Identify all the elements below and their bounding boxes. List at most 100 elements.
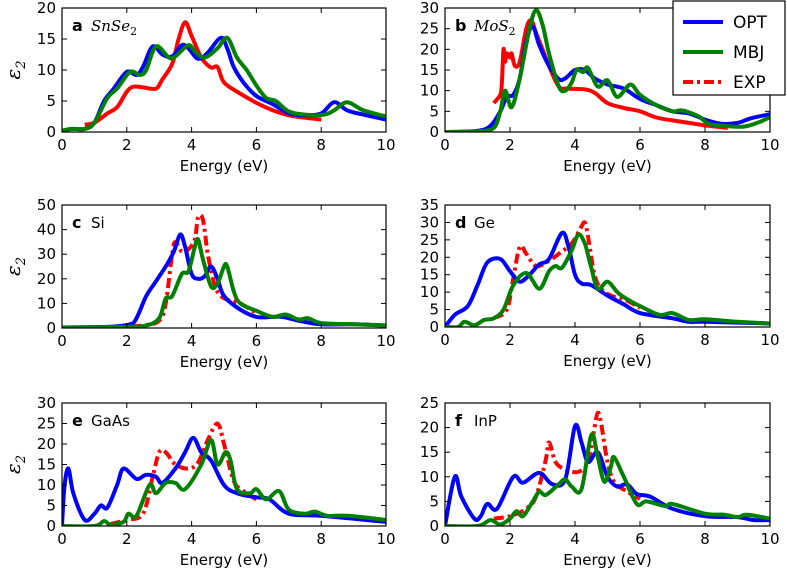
legend-label-opt: OPT xyxy=(733,13,768,33)
y-tick-label: 10 xyxy=(37,476,56,494)
y-tick-label: 30 xyxy=(420,213,439,231)
legend: OPT MBJ EXP xyxy=(672,0,786,96)
y-tick-label: 25 xyxy=(37,415,56,433)
x-tick-label: 10 xyxy=(376,136,395,154)
panel-material-label: Ge xyxy=(474,214,495,232)
x-tick-label: 10 xyxy=(760,136,779,154)
x-tick-label: 6 xyxy=(635,331,645,349)
x-tick-label: 4 xyxy=(187,530,197,548)
x-tick-label: 8 xyxy=(316,530,326,548)
y-axis-label-subscript: 2 xyxy=(14,60,29,69)
y-axis-label: ε2 xyxy=(1,60,29,79)
x-tick-label: 2 xyxy=(505,530,515,548)
x-tick-label: 0 xyxy=(57,136,67,154)
x-tick-label: 8 xyxy=(316,136,326,154)
x-tick-label: 0 xyxy=(440,530,450,548)
series-exp-line xyxy=(110,421,258,526)
y-tick-label: 15 xyxy=(420,61,439,79)
x-tick-label: 0 xyxy=(57,332,67,350)
series-opt-line xyxy=(62,435,386,526)
y-tick-label: 0 xyxy=(46,517,56,535)
x-tick-label: 2 xyxy=(122,136,132,154)
series-exp-line xyxy=(492,220,641,321)
x-tick-label: 8 xyxy=(316,332,326,350)
x-tick-label: 6 xyxy=(252,136,262,154)
series-group xyxy=(62,421,386,526)
series-group xyxy=(62,20,386,132)
y-tick-label: 5 xyxy=(429,102,439,120)
y-tick-label: 40 xyxy=(37,221,56,239)
y-tick-label: 10 xyxy=(37,294,56,312)
y-tick-label: 10 xyxy=(37,61,56,79)
x-tick-label: 6 xyxy=(635,530,645,548)
material-name: MoS xyxy=(473,17,509,35)
material-name: SnSe xyxy=(91,17,130,35)
x-tick-label: 8 xyxy=(700,530,710,548)
x-tick-label: 4 xyxy=(570,331,580,349)
plot-frame xyxy=(444,204,771,328)
y-tick-label: 20 xyxy=(37,270,56,288)
panel-letter: d xyxy=(455,213,466,232)
y-tick-label: 0 xyxy=(429,318,439,336)
x-tick-label: 0 xyxy=(440,331,450,349)
series-mbj-line xyxy=(445,432,770,526)
series-mbj-line xyxy=(445,8,770,132)
panel-letter: a xyxy=(72,16,83,35)
y-axis-label-subscript: 2 xyxy=(14,455,29,464)
material-subscript: 2 xyxy=(130,25,137,38)
y-axis-label-symbol: ε xyxy=(1,463,25,474)
x-tick-label: 10 xyxy=(760,530,779,548)
y-tick-label: 0 xyxy=(429,123,439,141)
panel-letter: f xyxy=(455,411,463,430)
series-opt-line xyxy=(445,230,770,327)
x-axis-label: Energy (eV) xyxy=(563,157,651,175)
panel-letter: c xyxy=(72,213,81,232)
x-tick-label: 10 xyxy=(760,331,779,349)
y-tick-label: 25 xyxy=(420,231,439,249)
series-exp-line xyxy=(84,20,322,127)
x-tick-label: 6 xyxy=(635,136,645,154)
y-tick-label: 20 xyxy=(420,419,439,437)
panel-letter: b xyxy=(455,16,466,35)
y-tick-label: 15 xyxy=(420,266,439,284)
y-tick-label: 5 xyxy=(429,301,439,319)
plot-frame xyxy=(61,204,387,329)
x-tick-label: 4 xyxy=(187,332,197,350)
series-mbj-line xyxy=(62,437,386,526)
panel-material-label: Si xyxy=(91,214,105,232)
y-tick-label: 5 xyxy=(429,492,439,510)
material-name: Ge xyxy=(474,214,495,232)
y-axis-label-symbol: ε xyxy=(1,265,25,276)
x-tick-label: 10 xyxy=(376,530,395,548)
legend-label-exp: EXP xyxy=(733,73,766,93)
x-tick-label: 4 xyxy=(570,530,580,548)
y-tick-label: 15 xyxy=(37,456,56,474)
x-tick-label: 2 xyxy=(505,136,515,154)
y-tick-label: 20 xyxy=(420,40,439,58)
y-tick-label: 0 xyxy=(429,517,439,535)
y-tick-label: 25 xyxy=(420,20,439,38)
panel-material-label: GaAs xyxy=(91,412,130,430)
series-mbj-line xyxy=(62,236,386,328)
y-axis-label: ε2 xyxy=(1,455,29,474)
x-tick-label: 2 xyxy=(505,331,515,349)
y-tick-label: 0 xyxy=(46,123,56,141)
panel-letter: e xyxy=(72,411,83,430)
y-tick-label: 15 xyxy=(420,443,439,461)
x-tick-label: 6 xyxy=(252,530,262,548)
y-tick-label: 0 xyxy=(46,319,56,337)
x-axis-label: Energy (eV) xyxy=(180,157,268,175)
material-subscript: 2 xyxy=(509,25,516,38)
material-name: GaAs xyxy=(91,412,130,430)
series-group xyxy=(445,410,770,526)
x-tick-label: 8 xyxy=(700,136,710,154)
panel-material-label: InP xyxy=(474,412,497,430)
y-tick-label: 20 xyxy=(37,0,56,17)
y-tick-label: 50 xyxy=(37,196,56,214)
y-tick-label: 20 xyxy=(37,435,56,453)
